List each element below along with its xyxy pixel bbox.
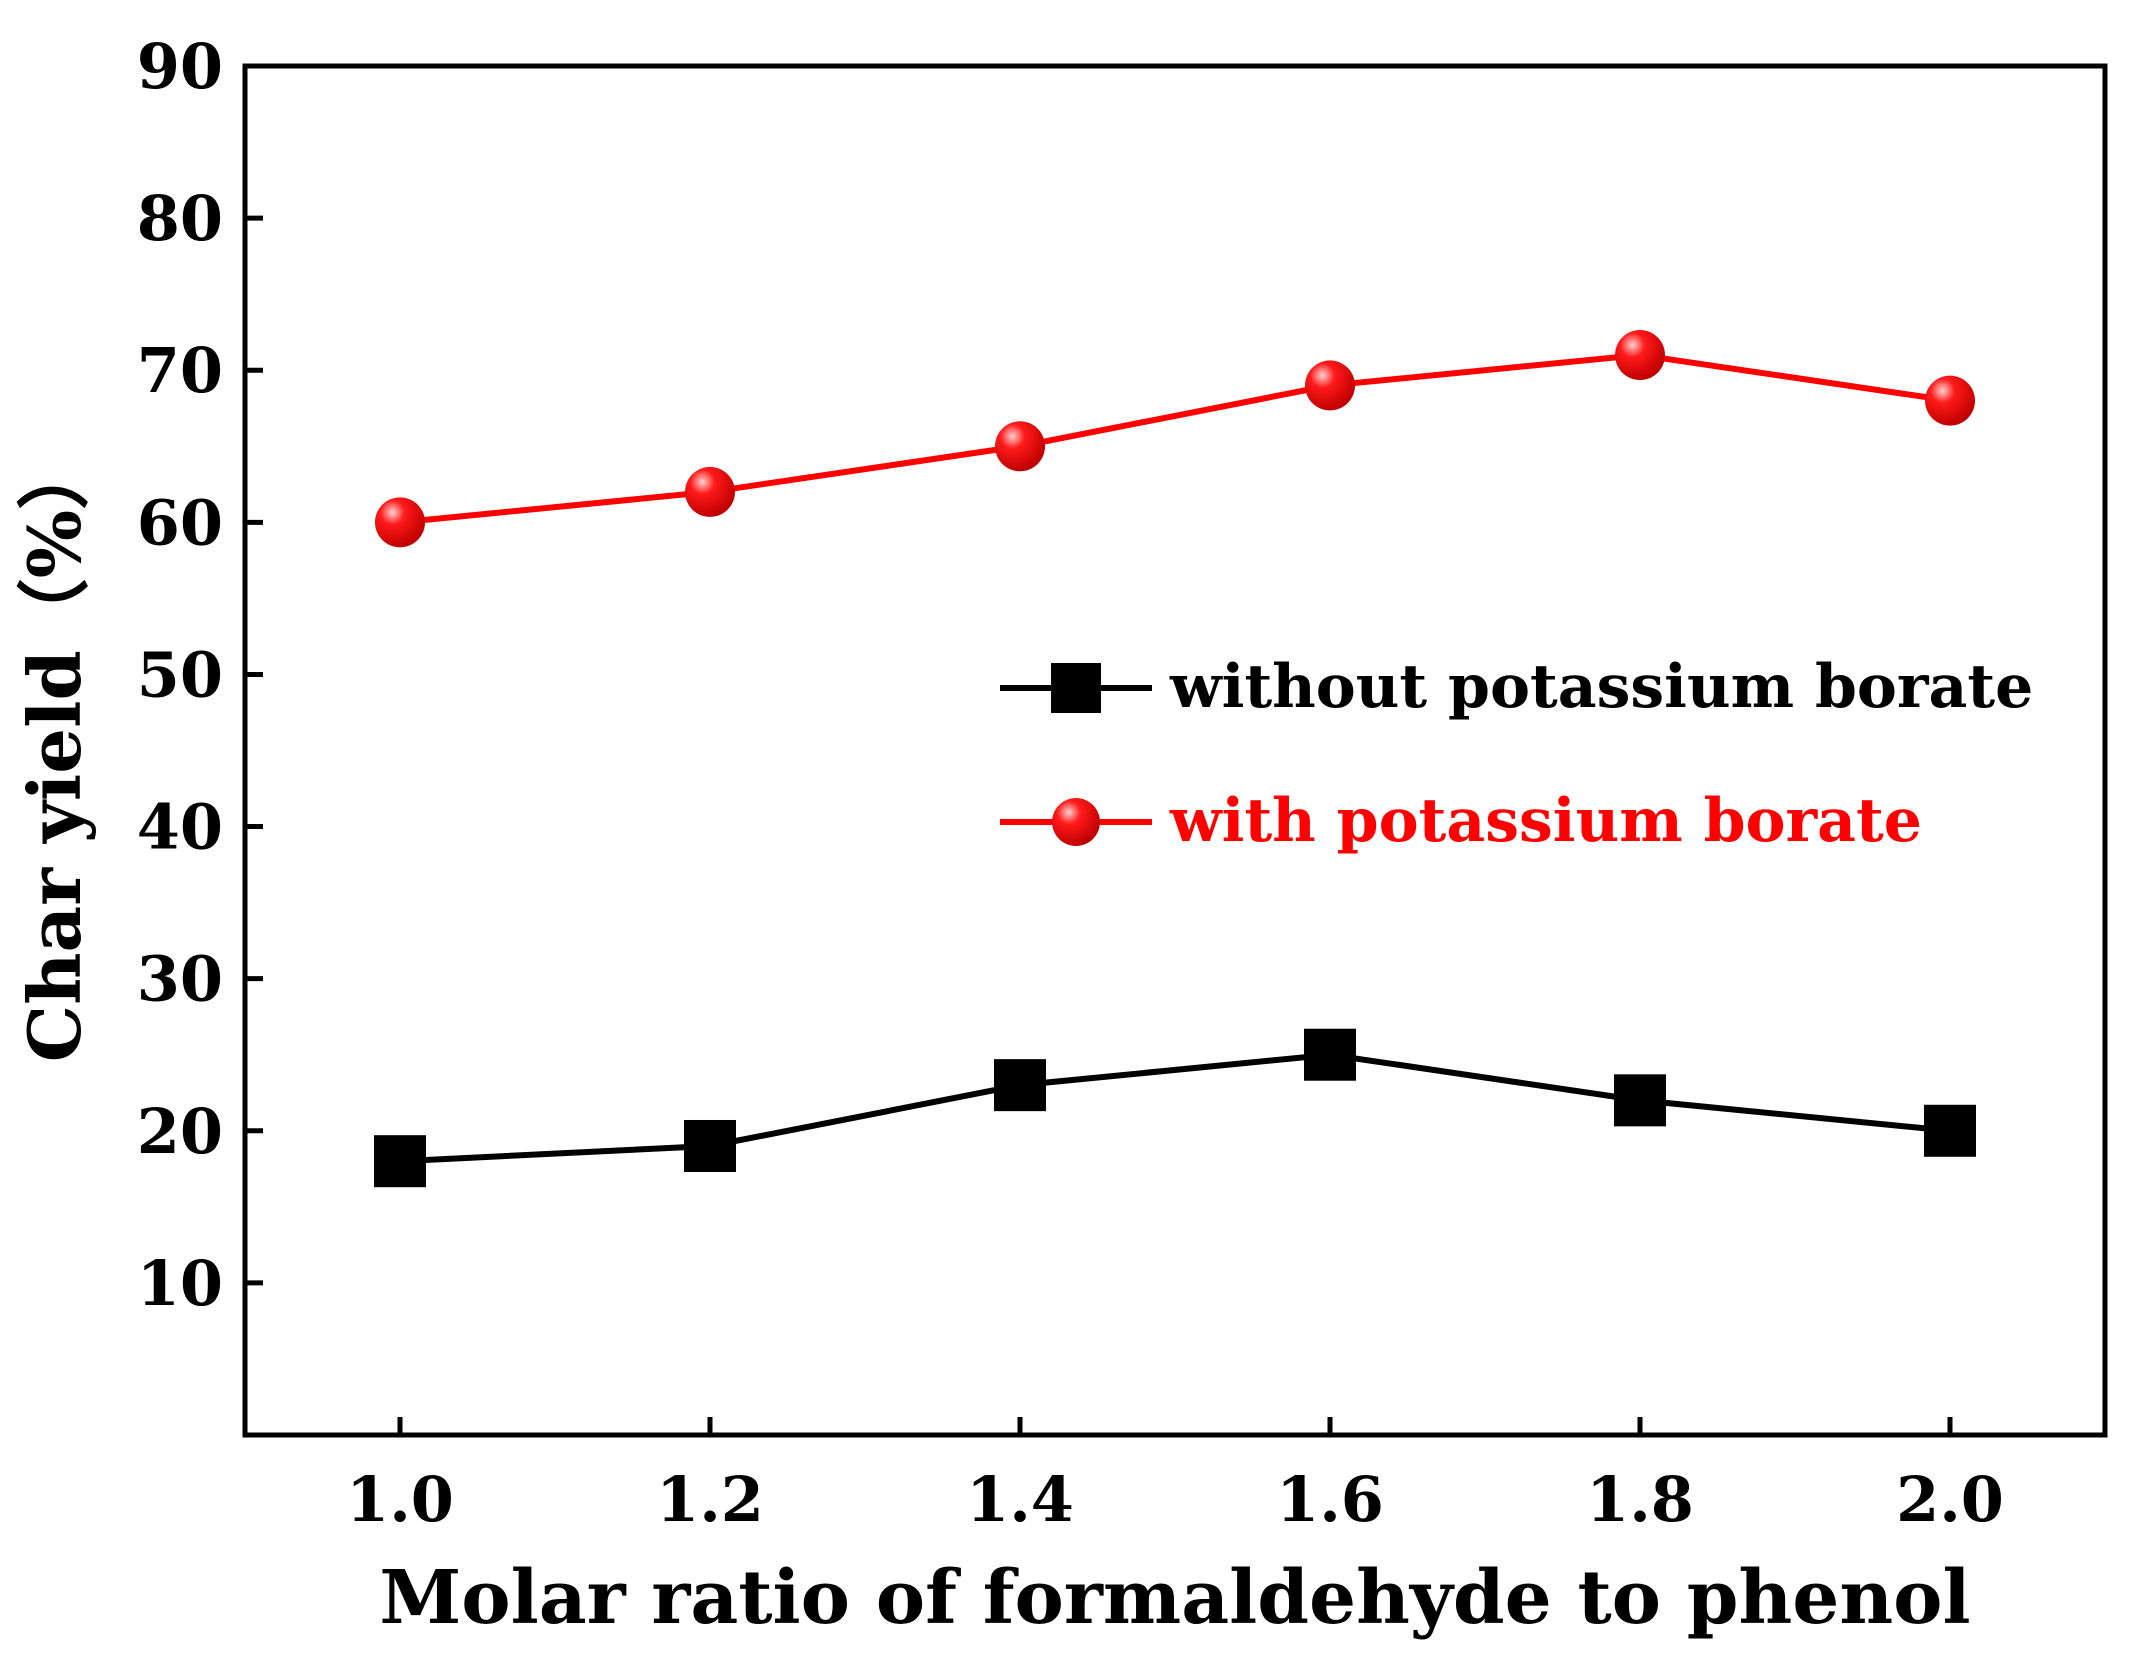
x-axis-ticks: 1.0 1.2 1.4 1.6 1.8 2.0 — [346, 1417, 2004, 1536]
y-axis-label: Char yield（%） — [12, 438, 97, 1062]
y-tick-label: 20 — [137, 1095, 223, 1168]
y-tick-label: 30 — [137, 943, 223, 1016]
legend: without potassium borate with potassium … — [1000, 652, 2033, 856]
data-point — [1305, 360, 1355, 411]
y-tick-label: 50 — [137, 638, 223, 711]
y-axis-ticks: 10 20 30 40 50 60 70 80 90 — [137, 30, 263, 1320]
legend-label-with: with potassium borate — [1169, 786, 1922, 856]
data-point — [1304, 1028, 1356, 1081]
x-tick-label: 1.2 — [656, 1463, 764, 1536]
x-tick-label: 1.0 — [346, 1463, 454, 1536]
data-point — [1614, 1074, 1666, 1127]
x-axis-label: Molar ratio of formaldehyde to phenol — [379, 1555, 1970, 1641]
data-point — [685, 466, 735, 517]
y-tick-label: 60 — [137, 486, 223, 559]
series-line-1 — [399, 351, 1951, 526]
y-tick-label: 70 — [137, 334, 223, 407]
data-point — [1924, 1104, 1976, 1157]
y-tick-label: 80 — [137, 182, 223, 255]
series-line-0 — [399, 1051, 1951, 1165]
x-tick-label: 2.0 — [1896, 1463, 2004, 1536]
data-point — [994, 1059, 1046, 1112]
x-tick-label: 1.4 — [966, 1463, 1074, 1536]
data-point — [375, 497, 425, 548]
data-point — [684, 1119, 736, 1172]
legend-label-without: without potassium borate — [1169, 652, 2033, 722]
x-tick-label: 1.8 — [1586, 1463, 1694, 1536]
series-layer — [374, 330, 1976, 1188]
y-tick-label: 40 — [137, 791, 223, 864]
legend-marker-with — [1052, 798, 1100, 846]
data-point — [995, 421, 1045, 472]
plot-frame — [242, 63, 2108, 1438]
x-tick-label: 1.6 — [1276, 1463, 1384, 1536]
data-point — [1925, 375, 1975, 426]
legend-marker-without — [1051, 663, 1101, 713]
y-tick-label: 90 — [137, 30, 223, 103]
data-point — [374, 1135, 426, 1188]
y-tick-label: 10 — [137, 1247, 223, 1320]
data-point — [1615, 330, 1665, 381]
